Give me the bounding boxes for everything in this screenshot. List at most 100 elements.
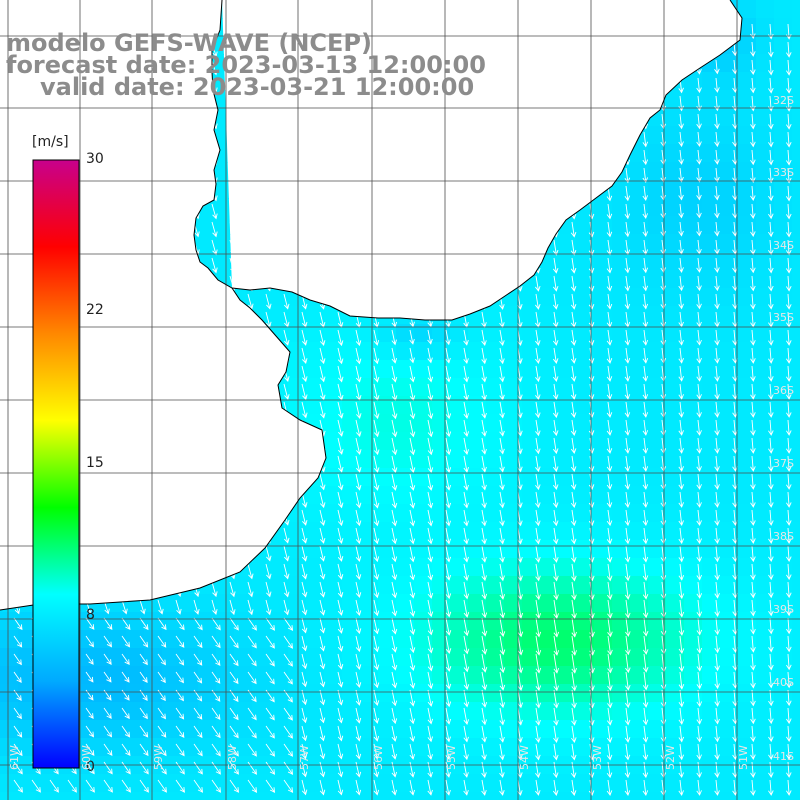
wind-arrow — [157, 347, 164, 364]
wind-cell — [126, 666, 145, 685]
wind-arrow — [750, 167, 756, 184]
wind-cell — [432, 558, 451, 577]
wind-arrow — [85, 221, 93, 238]
wind-cell — [756, 270, 775, 289]
wind-cell — [216, 360, 235, 379]
wind-cell — [234, 342, 253, 361]
wind-arrow — [121, 725, 131, 738]
wind-cell — [792, 342, 800, 361]
wind-arrow — [517, 419, 523, 437]
wind-arrow — [481, 329, 487, 347]
wind-cell — [594, 756, 613, 775]
wind-cell — [198, 234, 217, 253]
wind-arrow — [211, 491, 218, 508]
wind-arrow — [785, 203, 792, 220]
wind-arrow — [463, 149, 469, 166]
wind-arrow — [445, 239, 451, 256]
wind-cell — [468, 594, 487, 613]
wind-cell — [630, 720, 649, 739]
lat-label-41s: 41S — [773, 750, 794, 763]
wind-cell — [594, 684, 613, 703]
wind-cell — [18, 792, 37, 800]
wind-arrow — [85, 239, 93, 256]
wind-arrow — [606, 221, 613, 238]
wind-cell — [0, 486, 19, 505]
wind-arrow — [535, 617, 542, 638]
wind-cell — [144, 252, 163, 271]
wind-cell — [360, 396, 379, 415]
wind-cell — [234, 162, 253, 181]
wind-cell — [360, 738, 379, 757]
wind-cell — [738, 162, 757, 181]
wind-cell — [270, 558, 289, 577]
wind-cell — [162, 738, 181, 757]
wind-arrow — [481, 23, 487, 40]
wind-arrow — [283, 707, 293, 721]
wind-cell — [792, 18, 800, 37]
wind-arrow — [265, 383, 272, 400]
wind-arrow — [606, 455, 613, 472]
wind-arrow — [175, 527, 182, 544]
wind-arrow — [13, 401, 21, 418]
wind-cell — [738, 108, 757, 127]
wind-cell — [468, 396, 487, 415]
wind-cell — [162, 594, 181, 613]
wind-arrow — [642, 473, 649, 490]
wind-cell — [180, 144, 199, 163]
wind-cell — [324, 198, 343, 217]
wind-arrow — [13, 725, 23, 738]
wind-arrow — [301, 509, 308, 526]
wind-arrow — [445, 365, 451, 383]
wind-cell — [792, 324, 800, 343]
wind-arrow — [103, 437, 110, 454]
wind-cell — [288, 522, 307, 541]
lat-label-35s: 35S — [773, 311, 794, 324]
wind-arrow — [319, 239, 326, 256]
wind-cell — [252, 360, 271, 379]
wind-cell — [522, 180, 541, 199]
wind-cell — [648, 684, 667, 703]
wind-arrow — [660, 41, 667, 58]
wind-arrow — [535, 707, 541, 726]
wind-cell — [306, 522, 325, 541]
wind-arrow — [570, 437, 577, 454]
wind-arrow — [427, 707, 434, 725]
wind-cell — [198, 396, 217, 415]
wind-arrow — [750, 653, 756, 671]
wind-cell — [576, 792, 595, 800]
wind-cell — [180, 594, 199, 613]
wind-cell — [792, 666, 800, 685]
wind-arrow — [373, 23, 380, 40]
wind-cell — [540, 558, 559, 577]
wind-cell — [342, 180, 361, 199]
wind-cell — [792, 54, 800, 73]
wind-cell — [288, 792, 307, 800]
wind-arrow — [355, 293, 362, 310]
wind-cell — [792, 288, 800, 307]
wind-cell — [774, 342, 793, 361]
wind-cell — [540, 576, 559, 595]
wind-cell — [162, 648, 181, 667]
wind-arrow — [103, 275, 110, 292]
wind-arrow — [463, 599, 470, 618]
wind-arrow — [499, 671, 506, 691]
wind-cell — [342, 756, 361, 775]
wind-arrow — [517, 293, 523, 310]
wind-arrow — [301, 473, 308, 491]
wind-arrow — [283, 581, 290, 598]
wind-cell — [162, 0, 181, 19]
wind-arrow — [103, 617, 113, 630]
wind-arrow — [319, 221, 326, 238]
wind-cell — [306, 594, 325, 613]
wind-arrow — [175, 779, 185, 793]
wind-arrow — [157, 437, 164, 454]
wind-arrow — [355, 401, 362, 420]
wind-cell — [450, 720, 469, 739]
wind-cell — [108, 540, 127, 559]
wind-cell — [252, 252, 271, 271]
wind-arrow — [265, 365, 272, 382]
wind-cell — [360, 0, 379, 19]
wind-arrow — [175, 239, 182, 256]
wind-cell — [288, 342, 307, 361]
wind-arrow — [247, 653, 257, 667]
